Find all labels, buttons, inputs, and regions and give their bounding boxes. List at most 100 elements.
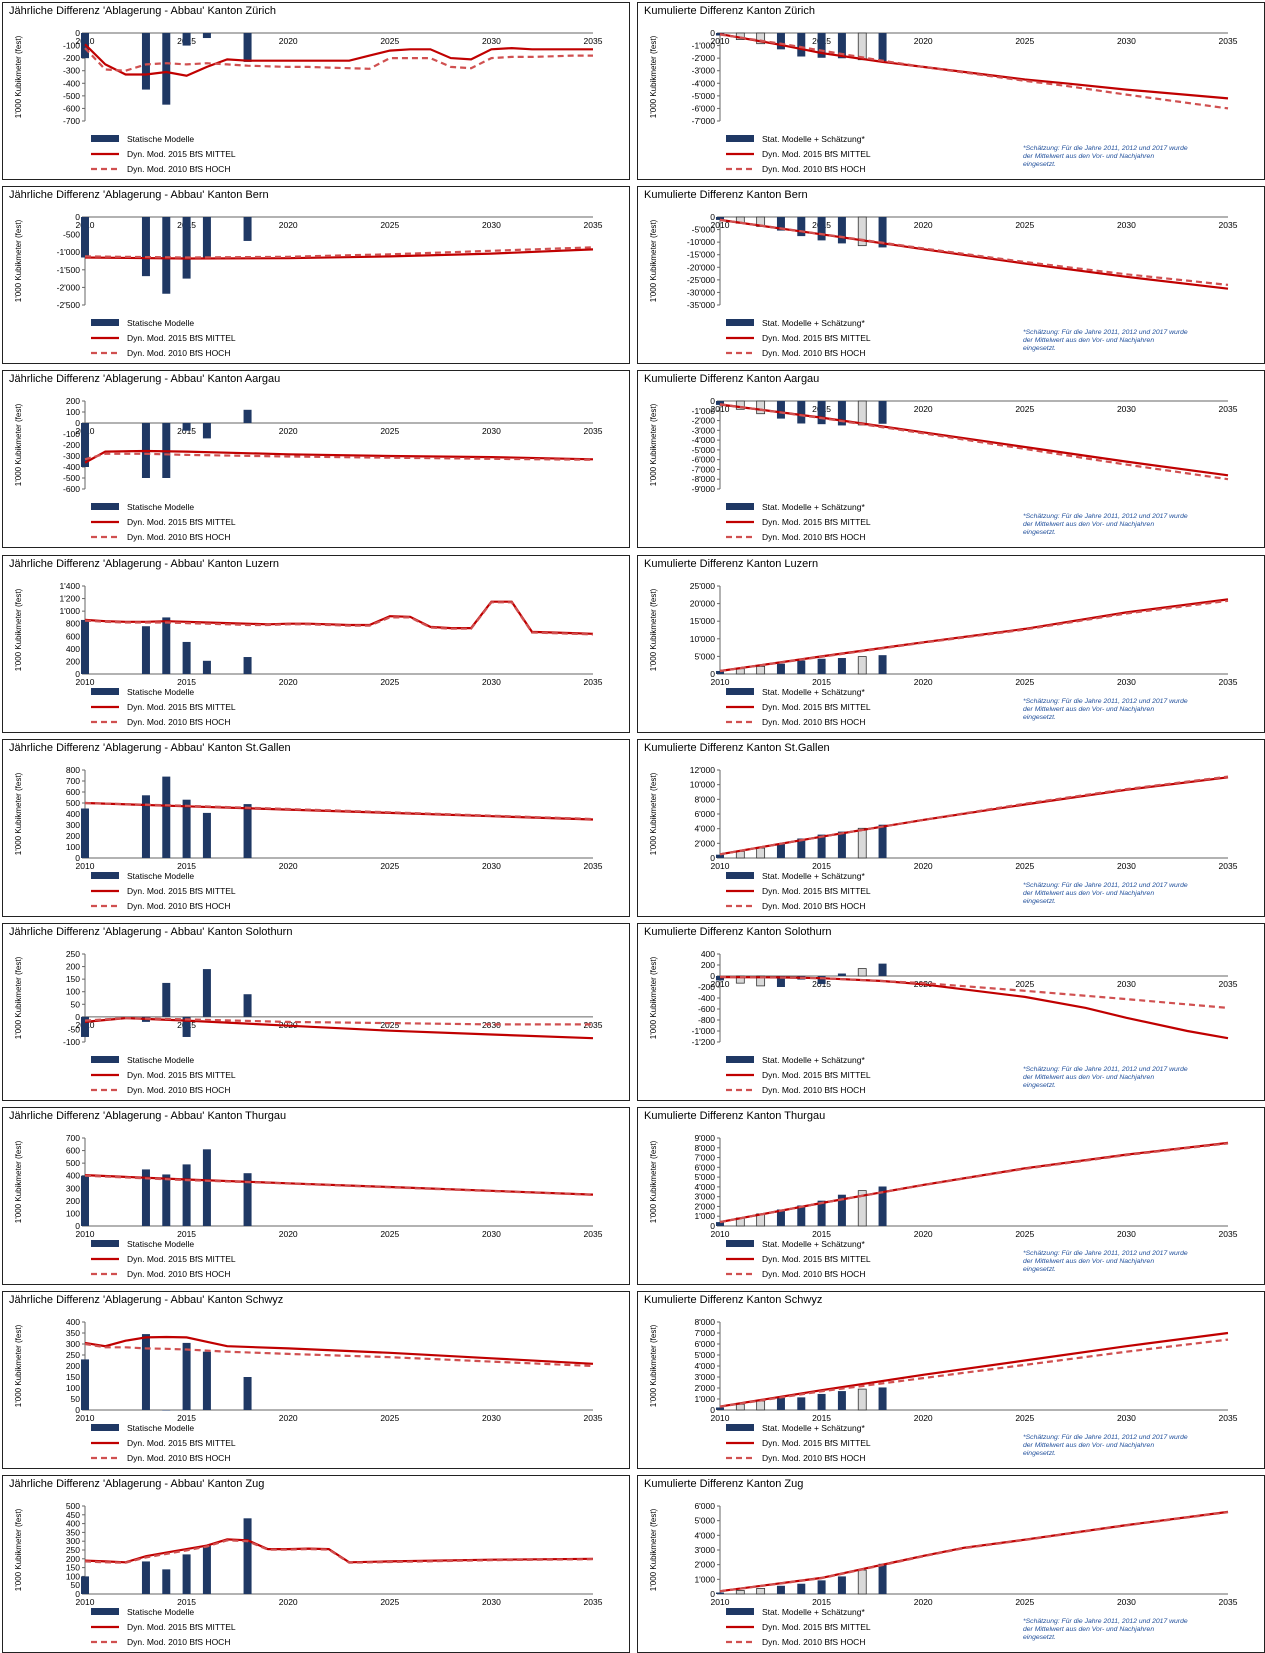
bar: [182, 423, 191, 431]
legend-swatch-bar: [726, 1608, 754, 1615]
x-tick-label: 2030: [482, 1229, 501, 1239]
bar: [202, 423, 211, 439]
bar: [797, 33, 806, 57]
y-tick-label: 10'000: [690, 634, 716, 644]
legend-label-dyn2010: Dyn. Mod. 2010 BfS HOCH: [127, 532, 230, 542]
y-tick-label: 1'000: [694, 1211, 715, 1221]
chart-svg: 1'000 Kubikmeter (fest) 80070060050040030…: [14, 765, 603, 911]
y-axis-label: 1'000 Kubikmeter (fest): [14, 1508, 23, 1591]
x-tick-label: 2030: [1117, 861, 1136, 871]
x-tick-label: 2035: [1219, 979, 1238, 989]
chart-panel: Kumulierte Differenz Kanton Bern 1'000 Ku…: [637, 186, 1265, 364]
bar: [243, 657, 252, 674]
bar: [817, 217, 826, 241]
y-tick-label: 100: [66, 842, 80, 852]
legend-label-bars: Stat. Modelle + Schätzung*: [762, 318, 865, 328]
y-tick-label: 0: [710, 669, 715, 679]
legend-label-dyn2010: Dyn. Mod. 2010 BfS HOCH: [127, 1085, 230, 1095]
x-tick-label: 2030: [482, 220, 501, 230]
y-tick-label: 200: [701, 960, 715, 970]
x-tick-label: 2015: [812, 1413, 831, 1423]
x-tick-label: 2015: [177, 1229, 196, 1239]
bar: [202, 33, 211, 39]
legend-label-bars: Statische Modelle: [127, 687, 194, 697]
y-tick-label: -4'000: [692, 435, 716, 445]
estimate-note: *Schätzung: Für die Jahre 2011, 2012 und…: [1023, 1066, 1188, 1089]
legend-label-dyn2015: Dyn. Mod. 2015 BfS MITTEL: [762, 1622, 871, 1632]
bar: [141, 1169, 150, 1226]
x-tick-label: 2025: [380, 861, 399, 871]
y-tick-label: 400: [701, 949, 715, 959]
legend-label-dyn2015: Dyn. Mod. 2015 BfS MITTEL: [127, 702, 236, 712]
line-dyn2015: [84, 600, 594, 635]
bar: [837, 1391, 846, 1410]
line-dyn2010: [719, 33, 1229, 110]
y-tick-label: -600: [698, 1004, 715, 1014]
x-tick-label: 2015: [177, 1597, 196, 1607]
y-tick-label: 5'000: [694, 651, 715, 661]
line-dyn2010: [84, 1016, 593, 1026]
y-tick-label: 350: [66, 1527, 80, 1537]
legend-label-bars: Statische Modelle: [127, 1607, 194, 1617]
y-tick-label: 1'000: [694, 1394, 715, 1404]
legend-swatch-bar: [91, 1424, 119, 1431]
line-dyn2010: [84, 47, 593, 72]
y-tick-label: 600: [66, 631, 80, 641]
estimate-note-line: *Schätzung: Für die Jahre 2011, 2012 und…: [1023, 1618, 1188, 1625]
y-tick-label: -3'000: [692, 425, 716, 435]
legend-label-dyn2010: Dyn. Mod. 2010 BfS HOCH: [762, 1637, 865, 1647]
chart-svg: 1'000 Kubikmeter (fest) 9'0008'0007'0006'…: [649, 1133, 1238, 1279]
x-tick-label: 2015: [812, 1597, 831, 1607]
estimate-note-line: eingesetzt.: [1023, 714, 1056, 721]
estimate-note: *Schätzung: Für die Jahre 2011, 2012 und…: [1023, 145, 1188, 168]
y-tick-label: -5'000: [692, 225, 716, 235]
y-tick-label: 6'000: [694, 1162, 715, 1172]
line-dyn2010: [719, 403, 1229, 481]
legend-label-dyn2015: Dyn. Mod. 2015 BfS MITTEL: [127, 1622, 236, 1632]
y-tick-label: -200: [698, 982, 715, 992]
chart-svg: 1'000 Kubikmeter (fest) 8'0007'0006'0005'…: [649, 1317, 1238, 1463]
bar: [141, 795, 150, 858]
x-tick-label: 2020: [279, 1413, 298, 1423]
y-tick-label: 2'000: [694, 1560, 715, 1570]
bar: [141, 1334, 150, 1410]
chart-panel: Kumulierte Differenz Kanton St.Gallen 1'0…: [637, 739, 1265, 917]
y-tick-label: 1'000: [694, 1574, 715, 1584]
y-axis-label: 1'000 Kubikmeter (fest): [14, 1324, 23, 1407]
y-tick-label: -7'000: [692, 464, 716, 474]
bar: [81, 1359, 89, 1410]
x-tick-label: 2025: [380, 1597, 399, 1607]
bar: [243, 1377, 252, 1410]
chart-svg: 1'000 Kubikmeter (fest) 4002000-200-400-6…: [649, 949, 1238, 1095]
y-tick-label: 3'000: [694, 1192, 715, 1202]
chart-svg: 1'000 Kubikmeter (fest) 0 -1'000 -2'000 -3'0…: [649, 28, 1238, 174]
chart-panel: Jährliche Differenz 'Ablagerung - Abbau'…: [2, 1475, 630, 1653]
y-tick-label: -2'000: [692, 416, 716, 426]
y-tick-label: -200: [63, 440, 80, 450]
chart-panel: Jährliche Differenz 'Ablagerung - Abbau'…: [2, 2, 630, 180]
legend-label-bars: Statische Modelle: [127, 502, 194, 512]
y-tick-label: 300: [66, 1183, 80, 1193]
legend-swatch-bar: [91, 135, 119, 142]
x-tick-label: 2025: [1015, 861, 1034, 871]
bar: [81, 1175, 89, 1226]
y-tick-label: 8'000: [694, 1317, 715, 1327]
bar: [817, 658, 826, 674]
y-tick-label: -6'000: [692, 455, 716, 465]
y-tick-label: 0: [75, 853, 80, 863]
y-tick-label: -15'000: [687, 250, 715, 260]
x-tick-label: 2035: [1219, 677, 1238, 687]
x-tick-label: 2035: [584, 426, 603, 436]
legend-swatch-bar: [726, 319, 754, 326]
legend-label-dyn2010: Dyn. Mod. 2010 BfS HOCH: [762, 164, 865, 174]
legend-label-dyn2015: Dyn. Mod. 2015 BfS MITTEL: [127, 1254, 236, 1264]
x-tick-label: 2035: [584, 677, 603, 687]
chart-title: Kumulierte Differenz Kanton Schwyz: [644, 1294, 823, 1306]
bar: [776, 401, 785, 419]
y-tick-label: -2'500: [57, 300, 81, 310]
x-tick-label: 2030: [482, 1020, 501, 1030]
y-tick-label: 200: [66, 396, 80, 406]
bar: [735, 400, 745, 410]
y-axis-label: 1'000 Kubikmeter (fest): [14, 956, 23, 1039]
line-dyn2015: [84, 1335, 594, 1365]
